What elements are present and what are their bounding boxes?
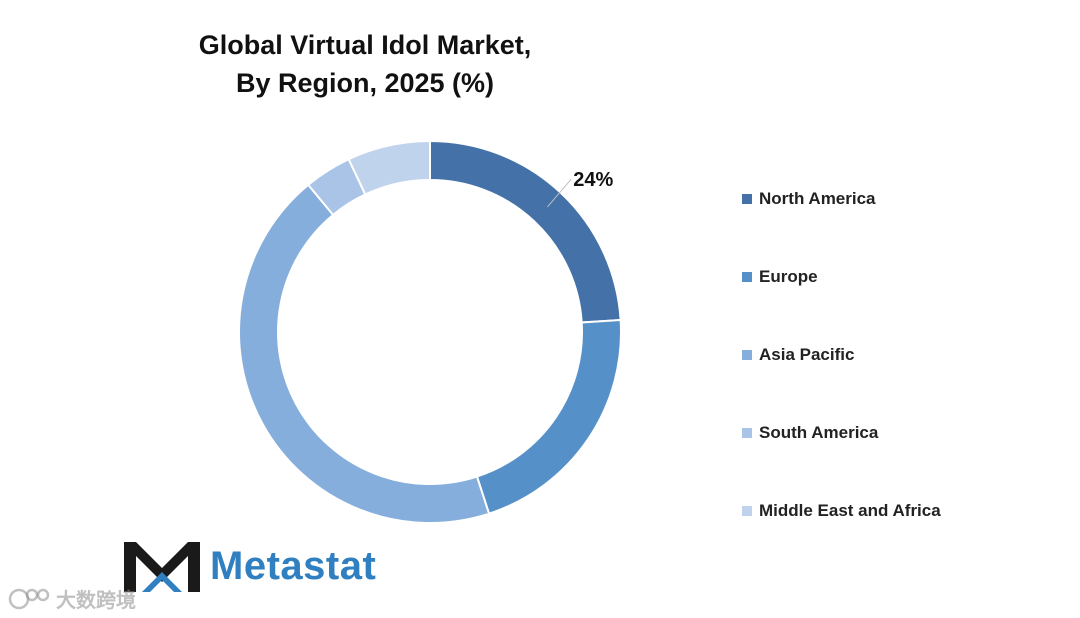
legend-item-asia-pacific: Asia Pacific <box>742 342 941 368</box>
legend-swatch <box>742 350 752 360</box>
watermark-logo-icon <box>8 588 50 609</box>
data-label-leader-line <box>547 178 572 208</box>
data-label-north-america: 24% <box>573 169 613 191</box>
legend-swatch <box>742 506 752 516</box>
brand-logo: Metastat <box>122 536 376 596</box>
metastat-m-logo-icon <box>124 542 200 592</box>
donut-slice-asia-pacific <box>238 183 491 524</box>
legend-label: Asia Pacific <box>759 345 855 364</box>
legend-item-europe: Europe <box>742 264 941 290</box>
watermark: 大数跨境 <box>8 584 136 613</box>
legend-item-middle-east-and-africa: Middle East and Africa <box>742 498 941 524</box>
legend-label: Europe <box>759 267 818 286</box>
legend-label: Middle East and Africa <box>759 501 941 520</box>
chart-title-line-2: By Region, 2025 (%) <box>235 68 495 98</box>
watermark-text: 大数跨境 <box>56 590 136 612</box>
donut-data-labels: 24% <box>547 169 614 208</box>
legend-swatch <box>742 272 752 282</box>
chart-title: Global Virtual Idol Market, By Region, 2… <box>150 26 580 102</box>
legend-item-south-america: South America <box>742 420 941 446</box>
legend-swatch <box>742 428 752 438</box>
legend-label: South America <box>759 423 879 442</box>
legend-label: North America <box>759 189 876 208</box>
legend-swatch <box>742 194 752 204</box>
donut-chart: 24% <box>238 139 622 524</box>
chart-legend: North America Europe Asia Pacific South Ame… <box>742 186 941 576</box>
legend-item-north-america: North America <box>742 186 941 212</box>
brand-name: Metastat <box>210 543 377 588</box>
chart-title-line-1: Global Virtual Idol Market, <box>198 30 532 60</box>
donut-slices <box>238 139 622 524</box>
donut-slice-middle-east-and-africa <box>347 139 431 196</box>
donut-slice-europe <box>475 318 622 515</box>
